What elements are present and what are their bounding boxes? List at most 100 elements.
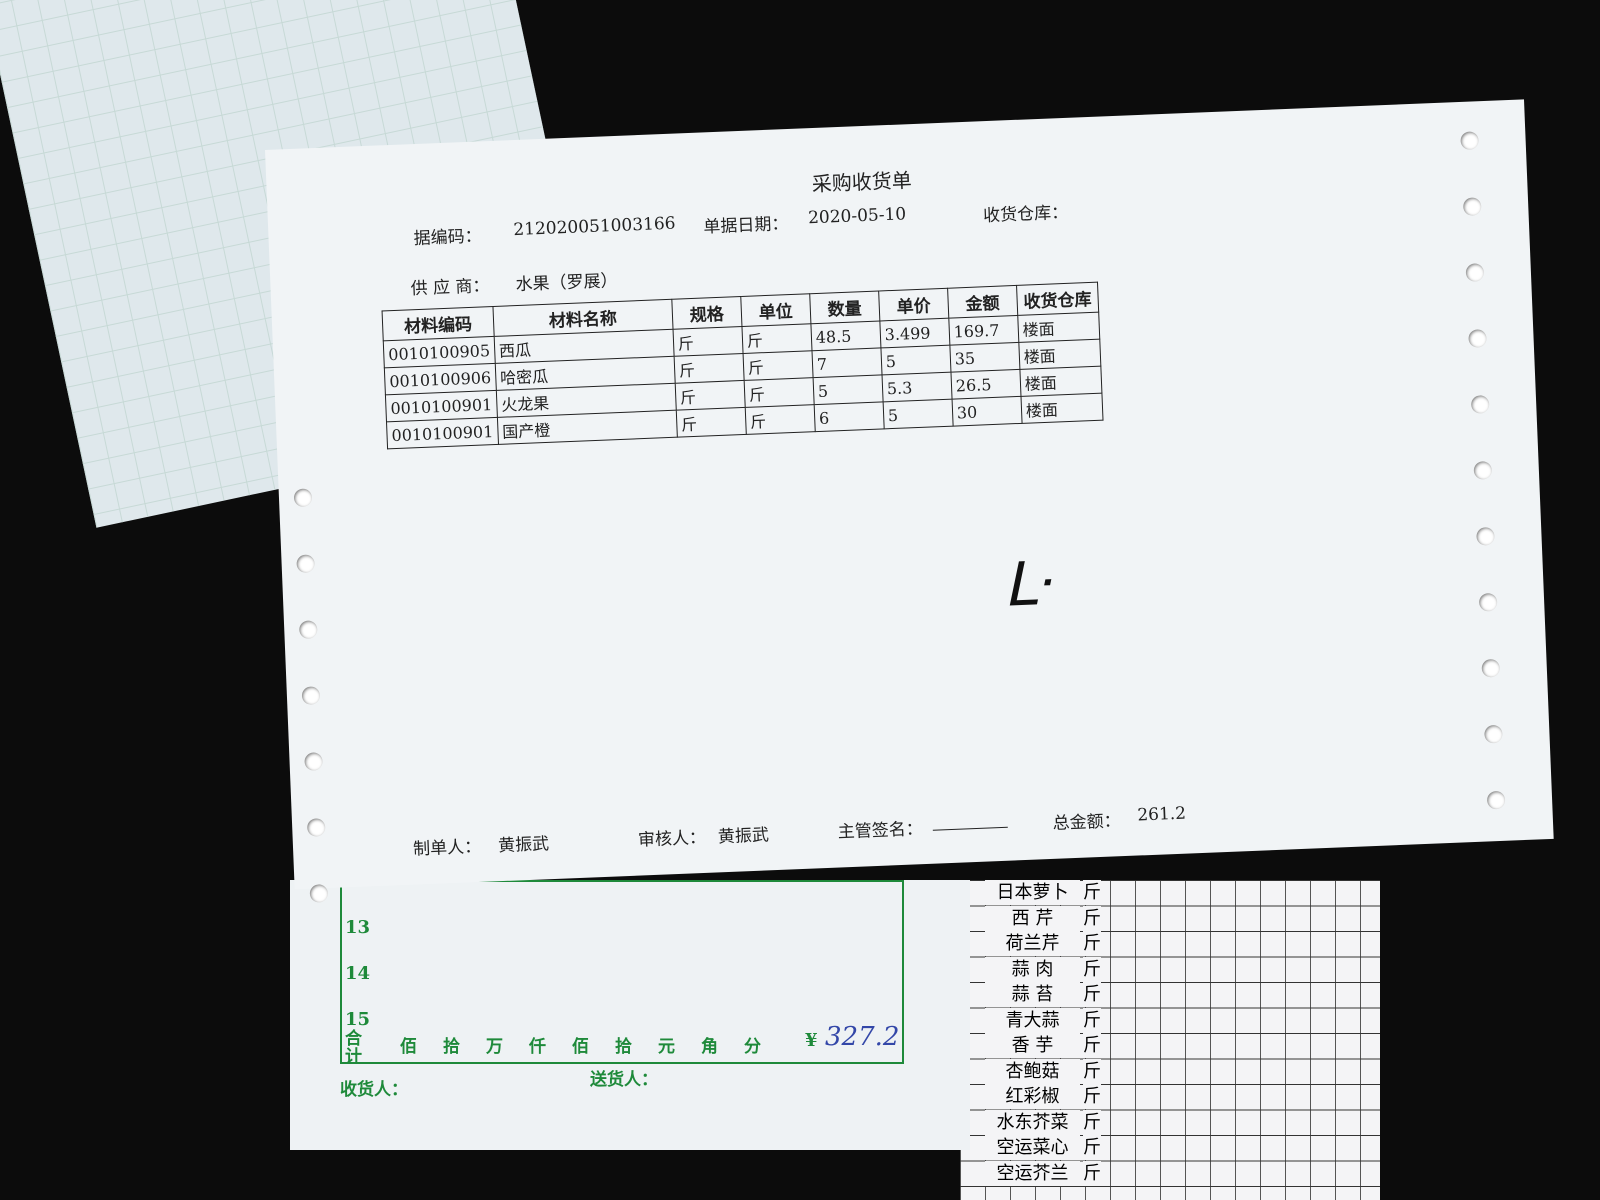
veg-name: 蒜 苔: [985, 982, 1080, 1007]
maker: 黄振武: [497, 834, 550, 857]
column-header: 收货仓库: [1016, 282, 1099, 316]
veg-name: 空运菜心: [985, 1135, 1080, 1160]
sprocket-hole: [293, 488, 313, 508]
column-header: 金额: [947, 285, 1018, 319]
table-cell: 5: [880, 345, 951, 375]
unit: 拾: [615, 1037, 632, 1057]
column-header: 数量: [809, 290, 880, 324]
table-cell: 7: [811, 347, 882, 378]
sprocket-hole: [1470, 395, 1490, 414]
table-cell: 26.5: [950, 369, 1021, 400]
veg-list: 日本萝卜斤西 芹斤荷兰芹斤蒜 肉斤蒜 苔斤青大蒜斤香 芋斤杏鲍菇斤红彩椒斤水东芥…: [960, 880, 1380, 1200]
veg-name: 水东芥菜: [985, 1109, 1080, 1135]
column-header: 单价: [878, 288, 949, 321]
currency: ¥: [805, 1030, 818, 1051]
reviewer-label: 审核人：: [637, 827, 707, 851]
column-header: 材料编码: [382, 306, 494, 341]
sprocket-hole: [1478, 592, 1498, 612]
title: 采购收货单: [811, 168, 913, 197]
veg-unit: 斤: [1083, 1007, 1101, 1033]
code-label: 据编码：: [413, 226, 483, 250]
table-cell: 楼面: [1017, 312, 1100, 343]
sprocket-hole: [296, 554, 315, 574]
sprocket-hole: [1484, 724, 1503, 744]
table-cell: 6: [813, 401, 884, 432]
table-cell: 国产橙: [497, 410, 678, 445]
maker-label: 制单人：: [412, 836, 482, 860]
sprocket-hole: [301, 686, 321, 705]
table-cell: 斤: [674, 380, 746, 411]
sprocket-hole: [1462, 197, 1482, 216]
sprocket-hole: [1481, 658, 1501, 678]
unit: 拾: [443, 1037, 460, 1057]
date: 2020-05-10: [807, 204, 907, 229]
row-number: 13: [345, 917, 371, 938]
sprocket-hole: [1486, 790, 1506, 810]
veg-unit: 斤: [1083, 931, 1101, 956]
signature: ᒷ: [1001, 548, 1051, 621]
sprocket-hole: [298, 620, 318, 640]
veg-unit: 斤: [1083, 982, 1101, 1007]
sprocket-hole: [1460, 131, 1479, 151]
table-cell: 楼面: [1020, 393, 1103, 424]
table-cell: 楼面: [1019, 366, 1102, 397]
code: 212020051003166: [513, 213, 676, 241]
unit: 佰: [572, 1037, 589, 1057]
veg-unit: 斤: [1083, 1135, 1101, 1160]
unit: 仟: [529, 1037, 546, 1057]
veg-name: 日本萝卜: [985, 880, 1080, 905]
items-table: 材料编码 材料名称 规格 单位 数量 单价 金额 收货仓库 0010100905 西瓜斤斤 48.5…: [382, 282, 1104, 450]
veg-unit: 斤: [1083, 1109, 1101, 1135]
reviewer: 黄振武: [717, 825, 770, 848]
veg-name: 蒜 肉: [985, 956, 1080, 982]
receipt: 采购收货单 据编码： 212020051003166 单据日期： 2020-05…: [265, 99, 1554, 903]
total: 261.2: [1137, 803, 1187, 826]
table-cell: 斤: [672, 326, 743, 357]
veg-unit: 斤: [1083, 1160, 1101, 1186]
veg-name: 空运芥兰: [985, 1160, 1080, 1186]
manager-label: 主管签名：: [837, 819, 924, 843]
receiver-label: 收货人：: [340, 1080, 408, 1100]
column-header: 单位: [740, 293, 811, 327]
sprocket-hole: [1476, 526, 1495, 546]
table-cell: 斤: [743, 377, 814, 408]
table-cell: 斤: [745, 404, 816, 435]
row-number: 15: [345, 1009, 371, 1030]
unit: 角: [701, 1037, 718, 1057]
veg-unit: 斤: [1083, 1084, 1101, 1109]
sprocket-hole: [1465, 263, 1485, 282]
sprocket-hole: [304, 752, 323, 771]
sprocket-hole: [1473, 461, 1493, 480]
table-cell: 5.3: [881, 372, 952, 402]
veg-unit: 斤: [1083, 1058, 1101, 1084]
unit: 分: [744, 1037, 761, 1057]
sender-label: 送货人：: [590, 1070, 658, 1090]
warehouse-label: 收货仓库：: [982, 202, 1069, 227]
table-cell: 斤: [673, 353, 744, 384]
green-form: 13 14 15 合计 佰 拾 万 仟 佰 拾 元 角 分 ¥ 327.2 收货人： 送货人：: [290, 880, 970, 1150]
sprocket-hole: [306, 818, 326, 837]
table-cell: 35: [949, 342, 1020, 373]
sum-label: 合计: [345, 1029, 362, 1067]
table-cell: 169.7: [948, 315, 1019, 346]
row-number: 14: [345, 963, 371, 984]
veg-name: 西 芹: [985, 905, 1080, 931]
table-cell: 5: [812, 374, 883, 405]
row-numbers: 13 14 15: [345, 905, 370, 1043]
unit: 佰: [400, 1037, 417, 1057]
veg-unit: 斤: [1083, 1033, 1101, 1058]
table-cell: 3.499: [879, 318, 950, 348]
veg-name: 红彩椒: [985, 1084, 1080, 1109]
signature-line: [932, 826, 1008, 831]
table-cell: 斤: [676, 407, 747, 438]
table-cell: 斤: [741, 323, 812, 354]
supplier-label: 供 应 商：: [410, 276, 490, 300]
veg-name: 香 芋: [985, 1033, 1080, 1058]
supplier: 水果（罗展）: [515, 270, 618, 296]
table-cell: 30: [951, 396, 1022, 427]
handwritten-total: 327.2: [825, 1022, 900, 1052]
date-label: 单据日期：: [703, 214, 789, 238]
veg-unit: 斤: [1083, 880, 1101, 905]
veg-name: 青大蒜: [985, 1007, 1080, 1033]
table-cell: 楼面: [1018, 339, 1101, 370]
